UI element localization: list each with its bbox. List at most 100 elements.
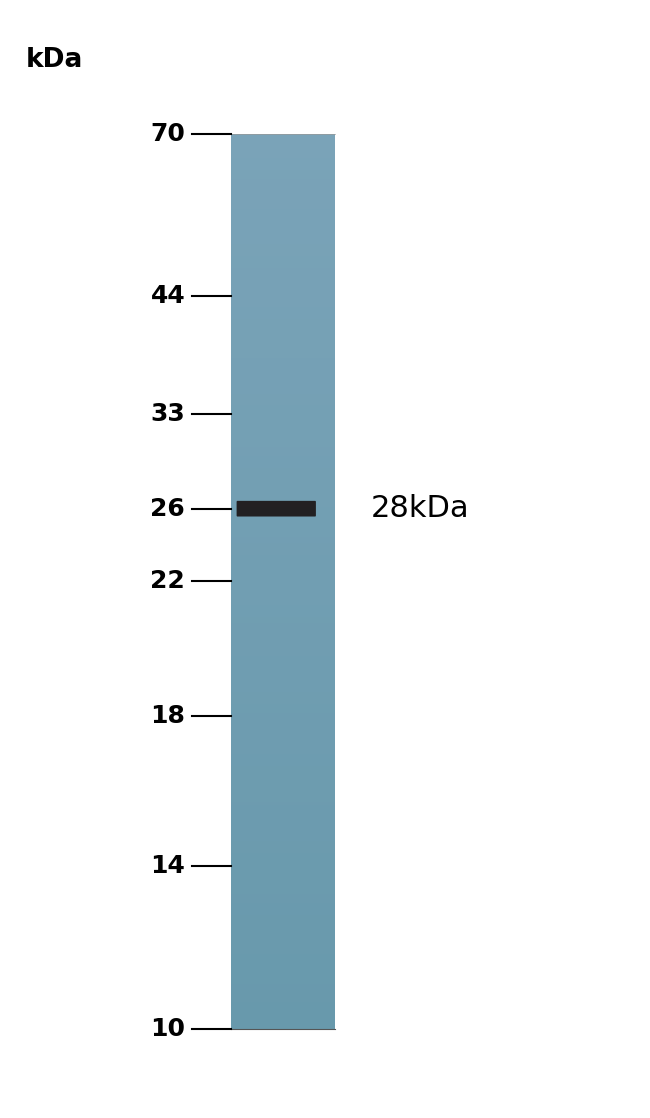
Text: 70: 70 — [150, 122, 185, 146]
Text: 26: 26 — [151, 496, 185, 521]
Bar — [231, 1007, 335, 1011]
Bar — [231, 730, 335, 733]
Bar — [231, 594, 335, 596]
Bar — [231, 685, 335, 689]
Bar — [231, 674, 335, 676]
Bar — [231, 372, 335, 376]
Bar — [231, 889, 335, 891]
Bar — [231, 662, 335, 665]
Bar — [231, 474, 335, 477]
Bar — [231, 623, 335, 626]
Bar — [231, 764, 335, 766]
Bar — [231, 519, 335, 522]
Bar — [231, 1002, 335, 1005]
Bar — [231, 626, 335, 629]
Bar — [231, 814, 335, 817]
Bar — [231, 680, 335, 683]
Bar — [231, 152, 335, 155]
Bar — [231, 1020, 335, 1023]
Bar — [231, 558, 335, 560]
Bar — [231, 844, 335, 846]
Bar — [231, 322, 335, 325]
Bar — [231, 656, 335, 659]
Bar — [231, 515, 335, 519]
Bar — [231, 969, 335, 972]
Bar — [231, 635, 335, 638]
Bar — [231, 462, 335, 465]
Bar — [231, 719, 335, 721]
Bar — [231, 551, 335, 555]
Bar — [231, 170, 335, 173]
Bar — [231, 319, 335, 322]
Text: 10: 10 — [150, 1016, 185, 1041]
Bar — [231, 164, 335, 167]
Bar — [231, 456, 335, 459]
Bar — [231, 650, 335, 653]
Bar — [231, 411, 335, 415]
Bar — [231, 578, 335, 581]
Bar — [231, 295, 335, 299]
Bar — [231, 328, 335, 331]
Bar — [231, 316, 335, 319]
Bar — [231, 358, 335, 361]
Bar — [231, 819, 335, 823]
Bar — [231, 218, 335, 220]
Bar — [231, 826, 335, 828]
Bar — [231, 424, 335, 426]
Bar — [231, 549, 335, 551]
Bar — [231, 698, 335, 701]
Bar — [231, 426, 335, 429]
Bar — [231, 742, 335, 746]
Bar — [231, 912, 335, 916]
Bar — [231, 408, 335, 411]
Bar — [231, 877, 335, 880]
Bar — [231, 694, 335, 698]
Bar — [231, 948, 335, 951]
Bar — [231, 590, 335, 594]
Bar — [231, 954, 335, 957]
Text: 33: 33 — [151, 401, 185, 426]
Bar — [231, 354, 335, 358]
Bar — [231, 167, 335, 170]
Bar — [231, 459, 335, 462]
Bar — [231, 808, 335, 811]
Bar — [231, 143, 335, 146]
Bar — [231, 614, 335, 617]
Bar — [231, 644, 335, 647]
Bar — [231, 746, 335, 748]
Bar — [231, 465, 335, 468]
Bar — [231, 283, 335, 286]
Bar — [231, 898, 335, 900]
Bar — [231, 930, 335, 934]
Bar — [231, 483, 335, 486]
Bar — [231, 916, 335, 918]
Bar — [231, 158, 335, 161]
Bar — [231, 701, 335, 703]
Bar — [231, 871, 335, 873]
Bar — [231, 942, 335, 945]
Bar — [231, 442, 335, 444]
Bar — [231, 202, 335, 206]
Bar — [231, 337, 335, 340]
Bar — [231, 823, 335, 826]
Bar — [231, 841, 335, 844]
Bar — [231, 773, 335, 775]
Bar — [231, 960, 335, 963]
Bar — [231, 402, 335, 406]
Bar — [231, 224, 335, 227]
Bar — [231, 304, 335, 307]
Bar — [231, 805, 335, 808]
Bar — [231, 390, 335, 394]
Bar — [231, 501, 335, 504]
Bar — [231, 667, 335, 671]
Bar — [231, 868, 335, 871]
Text: 28kDa: 28kDa — [370, 494, 469, 523]
Bar — [231, 184, 335, 188]
Bar — [231, 998, 335, 1002]
Bar — [231, 173, 335, 176]
Bar — [231, 716, 335, 719]
Bar — [231, 900, 335, 903]
Bar — [231, 739, 335, 742]
Bar — [231, 796, 335, 799]
Bar — [231, 934, 335, 936]
